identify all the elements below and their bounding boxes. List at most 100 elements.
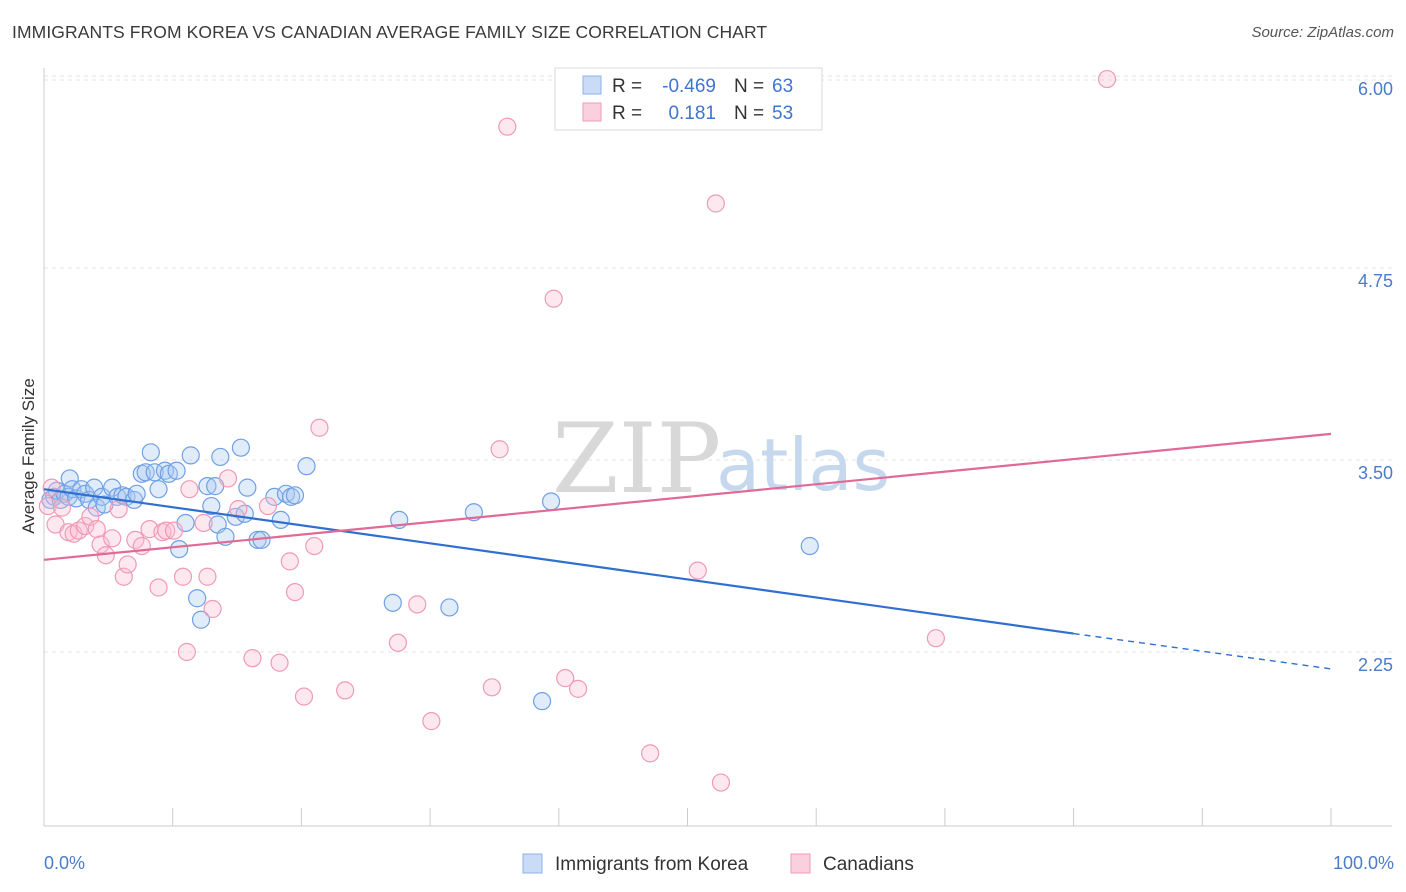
canadians-point (38, 496, 57, 516)
legend-n-value-1: 63 (772, 76, 793, 97)
canadians-point (177, 642, 196, 662)
korea-point (60, 469, 79, 488)
y-tick-label: 4.75 (1358, 271, 1393, 291)
canadians-point (388, 633, 408, 652)
x-tick-label: 100.0% (1333, 853, 1394, 873)
korea-point (383, 593, 402, 612)
canadians-point (305, 536, 324, 556)
legend-swatch-korea (582, 75, 602, 95)
korea-point (127, 484, 146, 503)
canadians-point (688, 561, 707, 580)
legend-r-label-2: R = (612, 103, 642, 124)
canadians-point (556, 669, 575, 688)
canadians-point (118, 555, 137, 574)
canadians-point (926, 629, 945, 648)
canadians-point (408, 595, 427, 614)
legend-r-value-2: 0.181 (668, 103, 716, 124)
y-axis-title: Average Family Size (19, 378, 38, 534)
watermark-zip: ZIP (552, 403, 721, 515)
korea-point (149, 480, 168, 499)
canadians-point (422, 712, 441, 731)
canadians-trend-line (43, 432, 1332, 561)
legend-n-value-2: 53 (772, 103, 793, 124)
korea-trend-line (43, 488, 1074, 635)
korea-point (211, 447, 230, 467)
canadians-point (109, 500, 128, 519)
korea-point (238, 478, 257, 497)
canadians-point (157, 521, 176, 540)
legend-r-value-1: -0.469 (662, 76, 716, 97)
watermark: ZIP atlas (552, 403, 890, 515)
canadians-point (641, 744, 660, 763)
canadians-point (52, 498, 72, 517)
canadians-point (569, 679, 588, 698)
canadians-point (243, 649, 262, 668)
axes (43, 68, 1392, 827)
korea-point (191, 610, 211, 629)
canadians-point (180, 480, 199, 499)
y-tick-label: 2.25 (1358, 655, 1393, 675)
canadians-point (42, 478, 61, 497)
canadians-point (544, 289, 563, 308)
korea-point (198, 477, 217, 496)
korea-point (541, 492, 561, 511)
canadians-point (87, 520, 106, 539)
korea-point (167, 461, 186, 480)
korea-point (181, 446, 200, 465)
canadians-point (229, 500, 248, 519)
korea-point (532, 692, 552, 711)
canadians-point (132, 536, 151, 556)
bottom-legend-canadians: Canadians (823, 854, 914, 875)
canadians-point (76, 516, 95, 536)
y-tick-labels: 2.25 3.50 4.75 6.00 (1358, 79, 1393, 675)
canadians-point (173, 567, 193, 586)
canadians-point (203, 599, 222, 619)
korea-trend-extension (1073, 632, 1332, 670)
bottom-legend-swatch-korea (522, 853, 543, 874)
legend-r-label-1: R = (612, 76, 642, 97)
x-tick-label: 0.0% (44, 853, 85, 873)
top-legend: R = -0.469 N = 63 R = 0.181 N = 53 (554, 67, 823, 131)
trend-lines (43, 432, 1332, 670)
canadians-point (490, 440, 509, 459)
canadians-point (280, 552, 299, 571)
canadians-point (336, 681, 355, 700)
canadians-point (706, 194, 725, 213)
korea-point (188, 589, 207, 608)
canadians-point (270, 653, 289, 672)
legend-n-label-1: N = (734, 76, 764, 97)
korea-point (276, 484, 296, 503)
legend-n-label-2: N = (734, 103, 764, 124)
canadians-point (194, 513, 213, 533)
canadians-point (258, 496, 278, 516)
canadians-point (91, 535, 110, 554)
canadians-point (218, 469, 238, 488)
canadians-point (498, 117, 517, 136)
canadians-point (711, 773, 731, 792)
canadians-point (103, 529, 122, 548)
canadians-point (285, 582, 305, 602)
korea-point (800, 536, 819, 556)
canadians-point (482, 678, 501, 697)
korea-point (231, 438, 251, 457)
y-tick-label: 3.50 (1358, 463, 1393, 483)
korea-point (271, 510, 290, 530)
bottom-legend: Immigrants from Korea Canadians (522, 853, 914, 875)
chart-title: IMMIGRANTS FROM KOREA VS CANADIAN AVERAG… (12, 22, 768, 42)
x-tick-labels: 0.0% 100.0% (44, 853, 1394, 873)
canadians-point (198, 567, 217, 586)
canadians-point (149, 578, 168, 597)
canadians-point (294, 687, 314, 706)
korea-point (285, 486, 305, 505)
canadians-point (164, 521, 184, 540)
bottom-legend-swatch-canadians (790, 853, 811, 874)
canadians-point (1097, 69, 1117, 89)
bottom-legend-korea: Immigrants from Korea (555, 854, 749, 875)
korea-point (103, 478, 122, 497)
korea-point (170, 539, 189, 559)
korea-point (297, 457, 316, 476)
korea-point (141, 443, 160, 462)
y-tick-label: 6.00 (1358, 79, 1393, 99)
korea-point (202, 496, 221, 516)
